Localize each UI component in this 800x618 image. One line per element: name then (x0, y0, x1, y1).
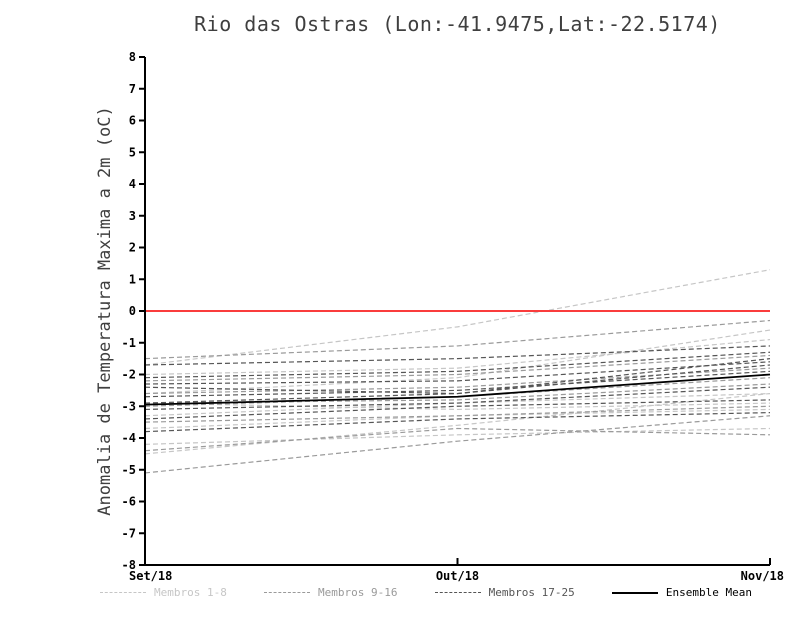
legend-item-4: Ensemble Mean (611, 586, 752, 599)
member-line-g1-7 (144, 402, 771, 411)
legend-label: Ensemble Mean (665, 586, 752, 599)
legend-label: Membros 17-25 (488, 586, 575, 599)
x-tick-label: Nov/18 (741, 569, 784, 583)
y-tick-label: -3 (122, 399, 136, 413)
ensemble-mean-line (144, 373, 771, 406)
member-line-g1-5 (144, 329, 771, 395)
member-line-g3-4 (144, 386, 771, 411)
y-tick-label: -5 (122, 463, 136, 477)
member-line-g2-1 (144, 319, 771, 360)
legend-label: Membros 9-16 (318, 586, 398, 599)
member-line-g1-2 (144, 392, 771, 455)
member-line-g1-6 (144, 427, 771, 445)
y-tick-label: -8 (122, 558, 136, 572)
y-tick-label: -2 (122, 368, 136, 382)
member-line-g2-4 (144, 405, 771, 423)
legend-label: Membros 1-8 (154, 586, 227, 599)
legend-item-2: Membros 9-16 (264, 586, 398, 599)
member-line-g2-8 (144, 415, 771, 474)
member-line-g1-1 (144, 269, 771, 366)
member-line-g3-8 (144, 412, 771, 433)
legend: Membros 1-8 Membros 9-16 Membros 17-25 Ense… (100, 586, 752, 599)
x-tick-label: Out/18 (436, 569, 479, 583)
y-tick-label: -7 (122, 526, 136, 540)
member-line-g2-6 (144, 427, 771, 452)
y-tick-label: -1 (122, 336, 136, 350)
x-tick-label: Set/18 (129, 569, 172, 583)
y-tick-label: 6 (129, 114, 136, 128)
legend-item-1: Membros 1-8 (100, 586, 227, 599)
member-line-g3-5 (144, 399, 771, 420)
legend-line-swatch (611, 591, 658, 594)
y-tick-label: -6 (122, 495, 136, 509)
legend-line-swatch (264, 592, 311, 593)
y-tick-label: 8 (129, 50, 136, 64)
member-line-g3-9 (144, 351, 771, 379)
member-line-g3-2 (144, 361, 771, 385)
y-tick-label: 3 (129, 209, 136, 223)
y-tick-label: 2 (129, 241, 136, 255)
chart-title: Rio das Ostras (Lon:-41.9475,Lat:-22.517… (194, 12, 721, 36)
member-line-g3-7 (144, 358, 771, 404)
member-line-g3-3 (144, 370, 771, 398)
legend-item-3: Membros 17-25 (434, 586, 575, 599)
y-tick-label: 0 (129, 304, 136, 318)
legend-line-swatch (100, 592, 146, 593)
member-line-g3-1 (144, 345, 771, 366)
member-line-g1-3 (144, 338, 771, 376)
y-tick-label: -4 (122, 431, 136, 445)
legend-line-swatch (434, 592, 481, 593)
y-tick-label: 5 (129, 145, 136, 159)
y-tick-label: 7 (129, 82, 136, 96)
member-line-g2-2 (144, 354, 771, 382)
y-tick-label: 1 (129, 272, 136, 286)
y-tick-label: 4 (129, 177, 136, 191)
